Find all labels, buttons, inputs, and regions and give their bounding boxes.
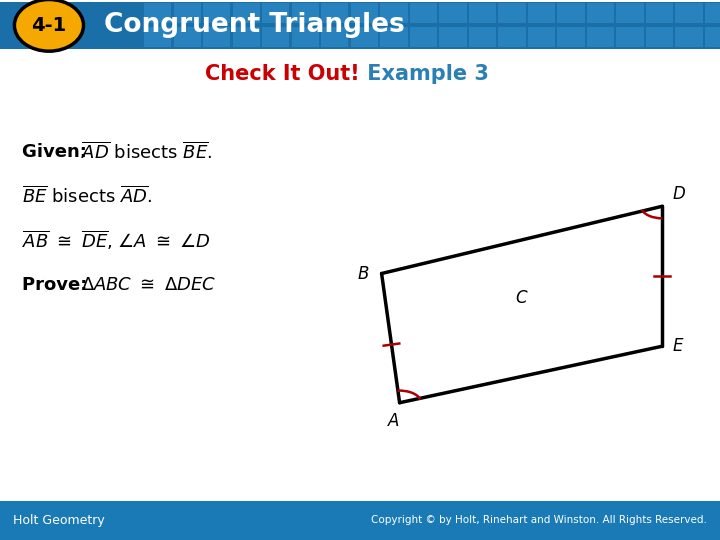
Text: D: D xyxy=(672,185,685,204)
Text: $\overline{BE}$ bisects $\overline{AD}$.: $\overline{BE}$ bisects $\overline{AD}$. xyxy=(22,186,152,207)
FancyBboxPatch shape xyxy=(262,3,289,23)
FancyBboxPatch shape xyxy=(675,27,703,47)
FancyBboxPatch shape xyxy=(233,3,260,23)
FancyBboxPatch shape xyxy=(469,3,496,23)
FancyBboxPatch shape xyxy=(498,27,526,47)
Text: Holt Geometry: Holt Geometry xyxy=(13,514,104,527)
FancyBboxPatch shape xyxy=(351,3,378,23)
FancyBboxPatch shape xyxy=(557,3,585,23)
FancyBboxPatch shape xyxy=(351,27,378,47)
FancyBboxPatch shape xyxy=(380,3,408,23)
Text: Check It Out!: Check It Out! xyxy=(205,64,360,84)
Text: A: A xyxy=(387,413,399,430)
FancyBboxPatch shape xyxy=(321,3,348,23)
Text: E: E xyxy=(672,337,683,355)
FancyBboxPatch shape xyxy=(262,27,289,47)
FancyBboxPatch shape xyxy=(0,501,720,540)
FancyBboxPatch shape xyxy=(233,27,260,47)
FancyBboxPatch shape xyxy=(439,3,467,23)
FancyBboxPatch shape xyxy=(528,3,555,23)
FancyBboxPatch shape xyxy=(203,3,230,23)
Text: $\Delta ABC$ $\cong$ $\Delta DEC$: $\Delta ABC$ $\cong$ $\Delta DEC$ xyxy=(81,276,216,294)
FancyBboxPatch shape xyxy=(144,3,171,23)
FancyBboxPatch shape xyxy=(528,27,555,47)
Text: $\overline{AB}$ $\cong$ $\overline{DE}$, $\angle A$ $\cong$ $\angle D$: $\overline{AB}$ $\cong$ $\overline{DE}$,… xyxy=(22,229,210,252)
Text: B: B xyxy=(357,265,369,282)
Text: $\overline{AD}$ bisects $\overline{BE}$.: $\overline{AD}$ bisects $\overline{BE}$. xyxy=(81,141,212,163)
Text: C: C xyxy=(515,289,527,307)
FancyBboxPatch shape xyxy=(616,3,644,23)
FancyBboxPatch shape xyxy=(587,3,614,23)
FancyBboxPatch shape xyxy=(410,3,437,23)
FancyBboxPatch shape xyxy=(646,3,673,23)
FancyBboxPatch shape xyxy=(292,27,319,47)
FancyBboxPatch shape xyxy=(705,27,720,47)
FancyBboxPatch shape xyxy=(705,3,720,23)
FancyBboxPatch shape xyxy=(321,27,348,47)
Text: Given:: Given: xyxy=(22,144,93,161)
FancyBboxPatch shape xyxy=(498,3,526,23)
Text: Congruent Triangles: Congruent Triangles xyxy=(104,12,405,38)
FancyBboxPatch shape xyxy=(587,27,614,47)
FancyBboxPatch shape xyxy=(439,27,467,47)
Circle shape xyxy=(14,0,84,51)
Text: Prove:: Prove: xyxy=(22,276,93,294)
FancyBboxPatch shape xyxy=(203,27,230,47)
Text: Copyright © by Holt, Rinehart and Winston. All Rights Reserved.: Copyright © by Holt, Rinehart and Winsto… xyxy=(372,515,707,525)
FancyBboxPatch shape xyxy=(646,27,673,47)
FancyBboxPatch shape xyxy=(0,2,720,49)
FancyBboxPatch shape xyxy=(410,27,437,47)
FancyBboxPatch shape xyxy=(144,27,171,47)
FancyBboxPatch shape xyxy=(292,3,319,23)
FancyBboxPatch shape xyxy=(380,27,408,47)
FancyBboxPatch shape xyxy=(469,27,496,47)
FancyBboxPatch shape xyxy=(616,27,644,47)
FancyBboxPatch shape xyxy=(675,3,703,23)
Text: Example 3: Example 3 xyxy=(360,64,489,84)
FancyBboxPatch shape xyxy=(174,27,201,47)
FancyBboxPatch shape xyxy=(557,27,585,47)
Text: 4-1: 4-1 xyxy=(32,16,66,35)
FancyBboxPatch shape xyxy=(174,3,201,23)
